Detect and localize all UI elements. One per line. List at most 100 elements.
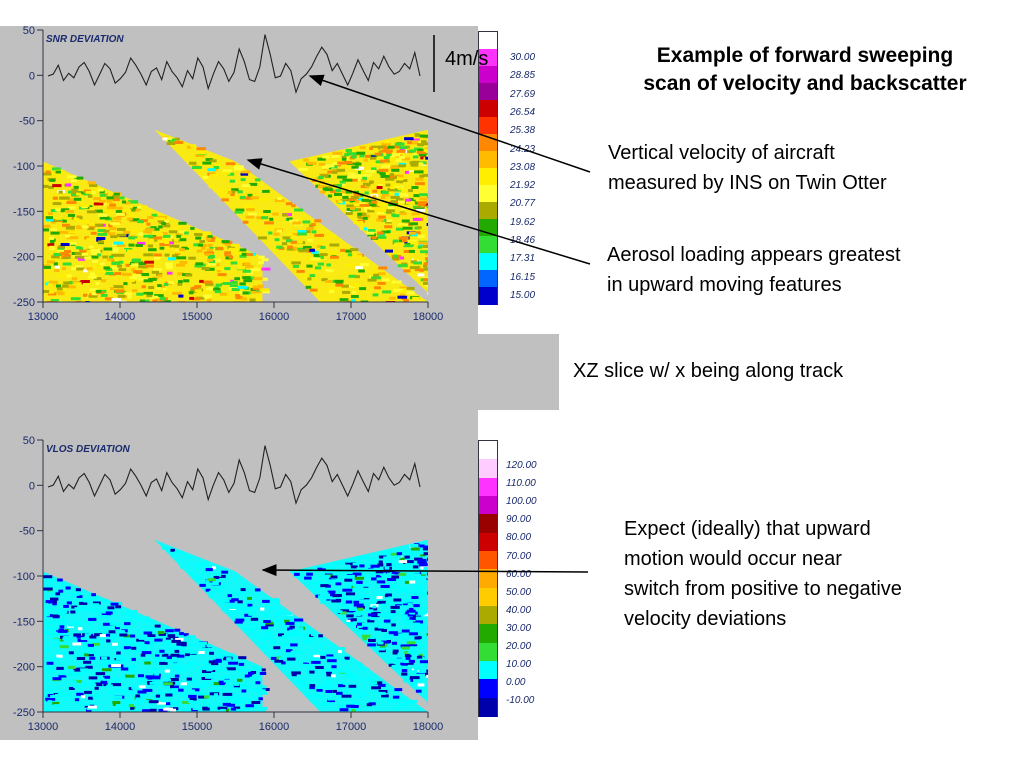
heatmap-cell	[367, 603, 374, 607]
heatmap-cell	[231, 188, 239, 192]
heatmap-cell	[43, 587, 53, 591]
heatmap-cell	[179, 632, 184, 636]
heatmap-cell	[121, 625, 130, 629]
heatmap-cell	[378, 272, 386, 276]
heatmap-cell	[395, 658, 406, 662]
heatmap-cell	[168, 230, 178, 234]
heatmap-cell	[172, 254, 179, 258]
heatmap-cell	[154, 683, 160, 687]
heatmap-cell	[50, 241, 55, 245]
heatmap-cell	[113, 241, 124, 245]
heatmap-cell	[154, 294, 164, 298]
heatmap-cell	[226, 667, 236, 671]
heatmap-cell	[225, 162, 236, 166]
heatmap-cell	[176, 256, 187, 260]
heatmap-cell	[348, 584, 354, 588]
heatmap-cell	[408, 607, 414, 611]
heatmap-cell	[63, 253, 71, 257]
heatmap-cell	[88, 275, 97, 279]
heatmap-cell	[97, 253, 102, 257]
colorbar-label: 27.69	[510, 88, 536, 100]
colorbar-swatch	[479, 477, 497, 497]
heatmap-cell	[345, 584, 351, 588]
heatmap-cell	[409, 674, 418, 678]
heatmap-cell	[177, 282, 183, 286]
colorbar-label: 21.92	[510, 180, 536, 192]
heatmap-cell	[413, 667, 420, 670]
heatmap-cell	[214, 693, 219, 697]
heatmap-cell	[221, 198, 229, 202]
heatmap-cell	[425, 662, 428, 666]
heatmap-cell	[362, 637, 368, 641]
heatmap-cell	[234, 682, 240, 686]
heatmap-cell	[320, 655, 326, 659]
heatmap-cell	[406, 641, 416, 645]
heatmap-cell	[181, 246, 190, 250]
heatmap-cell	[131, 259, 140, 263]
heatmap-cell	[85, 190, 92, 194]
heatmap-cell	[270, 656, 280, 660]
heatmap-cell	[87, 608, 95, 612]
heatmap-cell	[85, 665, 93, 669]
heatmap-cell	[324, 668, 334, 672]
heatmap-cell	[73, 217, 80, 221]
heatmap-cell	[412, 682, 417, 686]
heatmap-cell	[285, 649, 293, 653]
heatmap-cell	[232, 591, 242, 595]
heatmap-cell	[262, 691, 268, 695]
colorbar-label: 100.00	[506, 496, 537, 508]
heatmap-cell	[131, 268, 136, 272]
heatmap-cell	[147, 244, 154, 248]
slide-title-line1: Example of forward sweeping	[656, 44, 954, 67]
heatmap-cell	[289, 619, 299, 623]
heatmap-cell	[60, 622, 67, 626]
heatmap-cell	[205, 253, 213, 256]
heatmap-cell	[237, 285, 248, 289]
heatmap-cell	[43, 184, 49, 188]
heatmap-cell	[404, 632, 414, 636]
heatmap-cell	[239, 254, 247, 258]
heatmap-cell	[344, 578, 353, 582]
heatmap-cell	[147, 637, 156, 640]
heatmap-cell	[381, 278, 390, 282]
heatmap-cell	[64, 292, 70, 296]
heatmap-cell	[188, 291, 194, 295]
heatmap-cell	[141, 677, 149, 680]
heatmap-cell	[427, 698, 428, 702]
heatmap-cell	[206, 237, 212, 241]
heatmap-cell	[377, 594, 383, 598]
heatmap-cell	[241, 184, 251, 188]
heatmap-cell	[77, 257, 86, 261]
heatmap-cell	[233, 165, 244, 169]
heatmap-cell	[377, 281, 386, 285]
heatmap-cell	[245, 265, 254, 269]
heatmap-cell	[237, 266, 246, 270]
heatmap-cell	[254, 297, 261, 301]
heatmap-cell	[336, 594, 342, 597]
heatmap-cell	[229, 179, 236, 183]
heatmap-cell	[89, 635, 97, 639]
heatmap-cell	[83, 269, 88, 273]
heatmap-cell	[199, 244, 208, 248]
heatmap-cell	[326, 659, 337, 663]
heatmap-cell	[368, 639, 376, 642]
heatmap-cell	[222, 702, 231, 706]
colorbar-label: -10.00	[506, 695, 535, 707]
heatmap-cell	[97, 188, 104, 192]
heatmap-cell	[165, 637, 171, 641]
heatmap-cell	[62, 223, 70, 227]
heatmap-cell	[192, 297, 201, 301]
heatmap-cell	[61, 267, 67, 271]
heatmap-cell	[199, 240, 205, 243]
heatmap-cell	[152, 678, 160, 682]
heatmap-cell	[427, 591, 428, 595]
heatmap-cell	[217, 704, 222, 708]
heatmap-cell	[370, 636, 375, 640]
heatmap-cell	[164, 241, 170, 244]
heatmap-cell	[113, 216, 122, 220]
heatmap-cell	[202, 161, 212, 165]
heatmap-cell	[94, 596, 101, 600]
heatmap-cell	[258, 697, 263, 701]
heatmap-cell	[54, 693, 65, 697]
heatmap-cell	[186, 145, 192, 149]
